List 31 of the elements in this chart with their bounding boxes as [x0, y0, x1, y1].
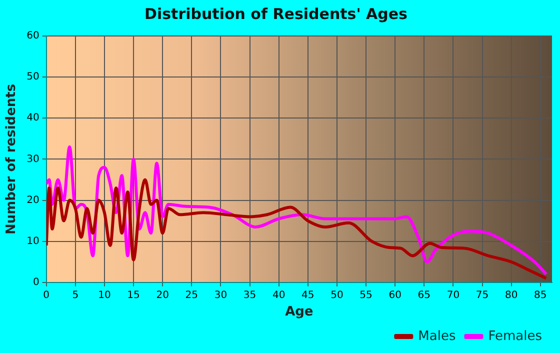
x-tick-label: 5	[72, 290, 79, 301]
x-tick-label: 40	[272, 290, 286, 301]
y-tick-label: 60	[26, 30, 40, 42]
x-tick-label: 0	[43, 290, 50, 301]
chart-title: Distribution of Residents' Ages	[144, 4, 408, 23]
y-tick-label: 30	[26, 154, 40, 165]
x-tick-label: 15	[127, 290, 140, 301]
legend-label: Females	[488, 328, 542, 344]
legend-label: Males	[418, 328, 456, 344]
y-tick-label: 40	[26, 112, 40, 124]
x-tick-label: 80	[504, 290, 518, 301]
y-tick-label: 0	[32, 276, 40, 288]
x-tick-label: 20	[156, 290, 169, 301]
y-axis-title: Number of residents	[4, 84, 20, 235]
x-tick-label: 25	[185, 290, 198, 301]
y-tick-label: 20	[26, 194, 40, 206]
x-tick-label: 50	[330, 290, 344, 301]
y-tick-label: 50	[26, 72, 40, 83]
x-tick-label: 70	[446, 290, 460, 301]
x-tick-label: 55	[360, 290, 372, 301]
x-tick-label: 85	[534, 290, 547, 301]
x-tick-label: 30	[214, 290, 228, 301]
x-tick-label: 35	[243, 290, 256, 301]
x-tick-label: 65	[418, 290, 430, 301]
x-tick-label: 10	[98, 290, 111, 301]
line-series	[46, 178, 548, 280]
x-tick-label: 75	[476, 290, 489, 301]
x-axis-title: Age	[285, 304, 314, 320]
x-tick-label: 60	[388, 290, 402, 301]
y-tick-label: 10	[26, 236, 40, 247]
x-tick-label: 45	[302, 290, 314, 301]
